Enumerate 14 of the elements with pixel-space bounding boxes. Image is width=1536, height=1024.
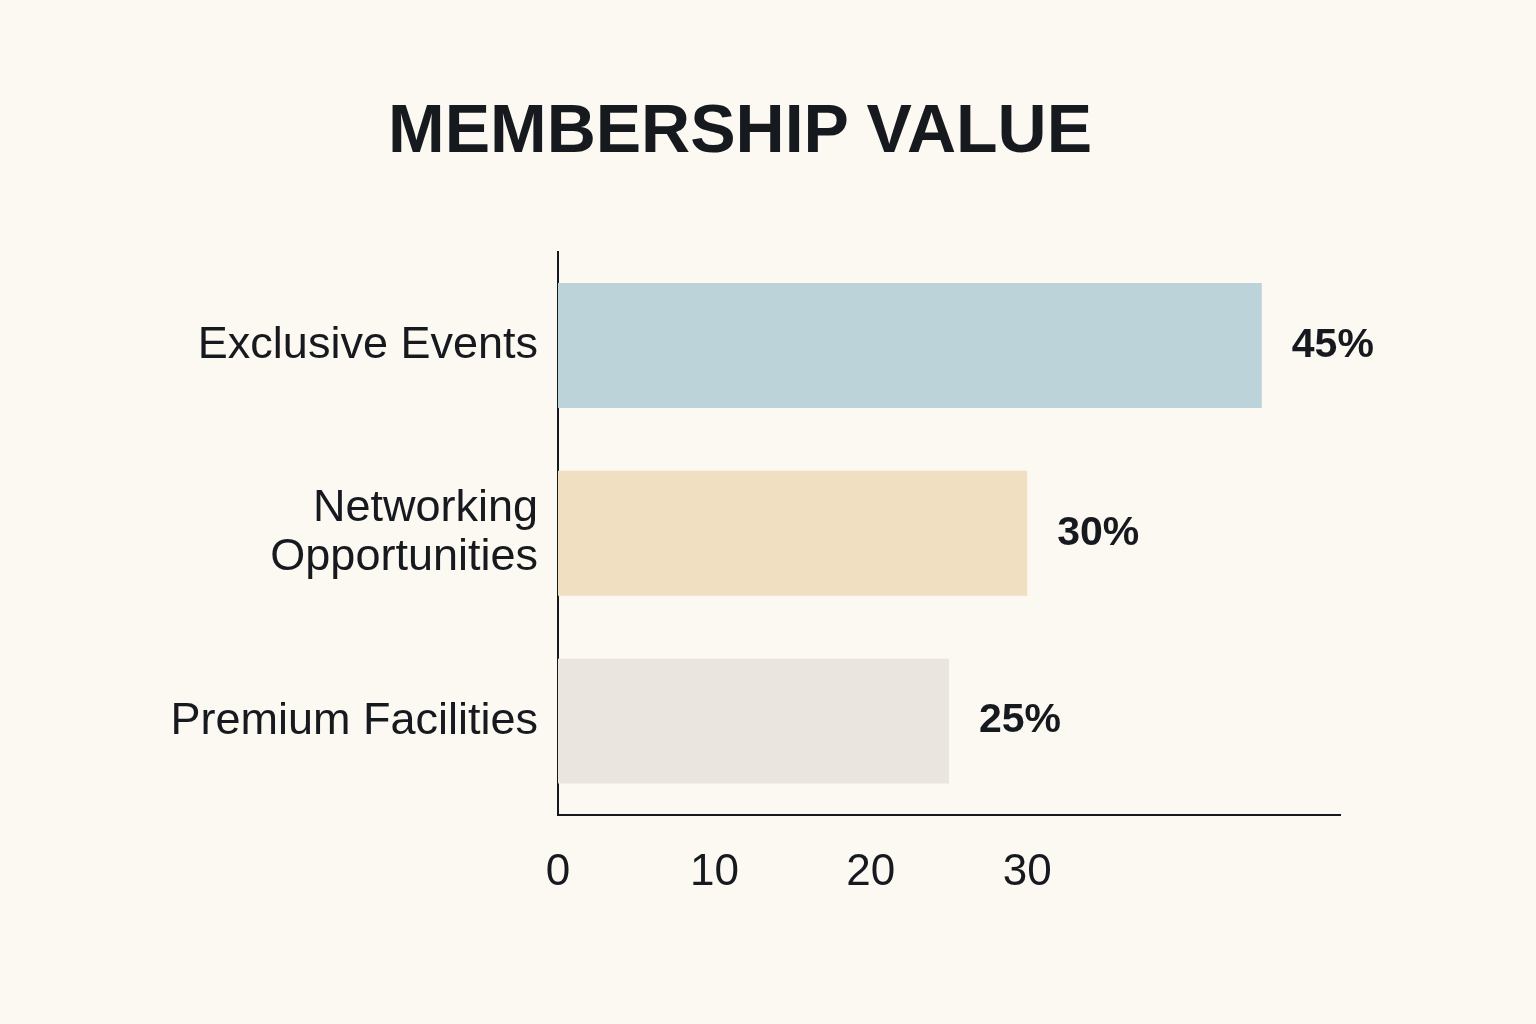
bar [558,658,949,784]
bar [558,470,1028,596]
data-label: 25% [979,695,1062,742]
chart-title: MEMBERSHIP VALUE [387,89,1093,166]
y-tick-label: Networking Opportunities [270,479,538,581]
data-label: 30% [1057,507,1140,554]
x-tick-label: 20 [846,844,896,894]
y-tick-label: Exclusive Events [197,316,538,368]
y-tick-label: Premium Facilities [170,692,538,744]
x-tick-label: 10 [689,844,739,894]
data-label: 45% [1291,319,1374,366]
bar [558,283,1262,408]
x-tick-label: 0 [545,844,571,894]
x-tick-label: 30 [1002,844,1052,894]
